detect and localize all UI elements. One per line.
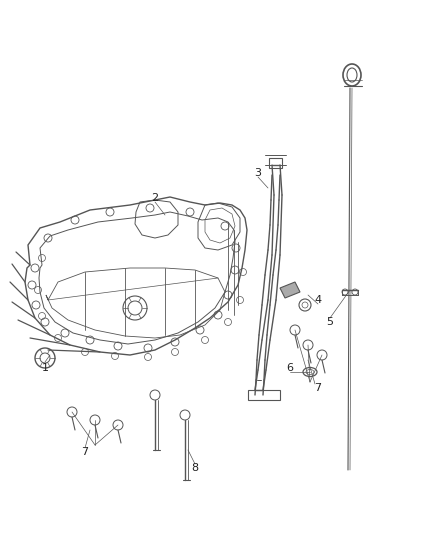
Text: 7: 7	[314, 383, 321, 393]
Text: 8: 8	[191, 463, 198, 473]
Text: 1: 1	[42, 363, 49, 373]
Polygon shape	[280, 282, 300, 298]
Text: 3: 3	[254, 168, 261, 178]
Text: 4: 4	[314, 295, 321, 305]
Text: 7: 7	[81, 447, 88, 457]
Text: 6: 6	[286, 363, 293, 373]
Text: 5: 5	[326, 317, 333, 327]
Text: 2: 2	[152, 193, 159, 203]
